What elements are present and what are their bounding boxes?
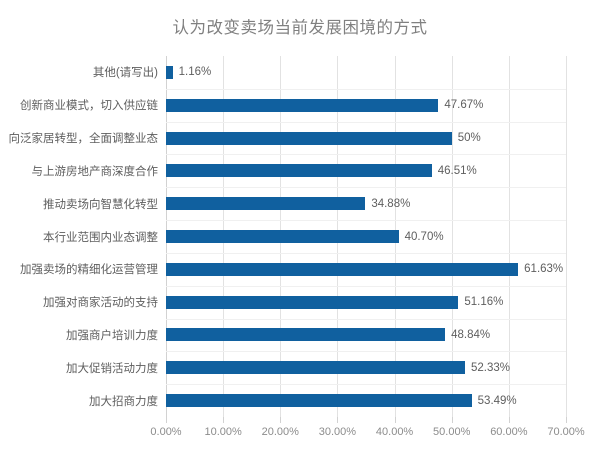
x-axis-tick <box>508 417 510 423</box>
category-label: 加大招商力度 <box>89 395 158 408</box>
bar-value-label: 34.88% <box>371 197 411 210</box>
bar-row[interactable]: 1.16% <box>166 65 566 79</box>
bar-row[interactable]: 53.49% <box>166 394 566 408</box>
x-axis-tick <box>280 417 282 423</box>
x-axis-tick <box>337 417 339 423</box>
category-label: 加大促销活动力度 <box>66 362 158 375</box>
category-label: 其他(请写出) <box>92 67 158 80</box>
bar-value-label: 40.70% <box>404 230 444 243</box>
bar[interactable] <box>166 164 432 178</box>
gridline-horizontal <box>166 286 566 287</box>
x-axis: 0.00% 10.00% 20.00% 30.00% 40.00% 50.00% 60.00… <box>150 417 585 451</box>
plot-area: 1.16% 47.67% 50% 46.51% 34.88% 40.70% 61.63% 51… <box>166 56 567 417</box>
x-axis-tick <box>166 417 167 423</box>
bar-row[interactable]: 50% <box>166 131 566 145</box>
bar-row[interactable]: 51.16% <box>166 295 566 309</box>
x-axis-tick <box>566 417 567 423</box>
gridline-horizontal <box>166 122 566 123</box>
category-label: 加强对商家活动的支持 <box>43 297 158 310</box>
gridline-horizontal <box>166 351 566 352</box>
category-label: 创新商业模式，切入供应链 <box>20 100 158 113</box>
bar-value-label: 1.16% <box>178 66 212 79</box>
gridline-vertical <box>566 56 567 417</box>
gridline-horizontal <box>166 384 566 385</box>
x-axis-tick <box>451 417 453 423</box>
gridline-horizontal <box>166 253 566 254</box>
bar[interactable] <box>166 361 466 375</box>
bar[interactable] <box>166 98 439 112</box>
x-axis-tick-label: 30.00% <box>318 426 357 438</box>
category-label: 本行业范围内业态调整 <box>43 231 158 244</box>
bar[interactable] <box>166 328 446 342</box>
category-axis: 其他(请写出) 创新商业模式，切入供应链向泛家居转型，全面调整业态与上游房地产商深… <box>0 56 166 417</box>
bar[interactable] <box>166 230 399 243</box>
bar-row[interactable]: 52.33% <box>166 361 566 375</box>
bar-value-label: 61.63% <box>524 263 564 276</box>
category-label: 向泛家居转型，全面调整业态 <box>8 133 159 146</box>
chart-title: 认为改变卖场当前发展困境的方式 <box>172 19 428 37</box>
gridline-horizontal <box>166 89 566 90</box>
gridline-horizontal <box>166 187 566 188</box>
bar[interactable] <box>166 262 519 276</box>
bar-row[interactable]: 48.84% <box>166 328 566 342</box>
x-axis-tick-label: 0.00% <box>150 426 182 438</box>
category-label: 加强商户培训力度 <box>66 329 158 342</box>
gridline-horizontal <box>166 220 566 221</box>
bar-value-label: 46.51% <box>437 164 477 177</box>
bar-row[interactable]: 61.63% <box>166 262 566 276</box>
bar-value-label: 50% <box>457 132 481 145</box>
bar[interactable] <box>166 197 366 211</box>
category-label: 加强卖场的精细化运营管理 <box>20 264 158 277</box>
bar-row[interactable]: 40.70% <box>166 230 566 243</box>
category-label: 与上游房地产商深度合作 <box>31 165 159 178</box>
x-axis-tick-label: 70.00% <box>547 426 585 438</box>
gridline-vertical <box>508 56 510 417</box>
category-label: 推动卖场向智慧化转型 <box>43 198 158 211</box>
bar-value-label: 47.67% <box>444 99 484 112</box>
x-axis-tick-label: 40.00% <box>375 426 414 438</box>
gridline-horizontal <box>166 154 566 155</box>
bar[interactable] <box>166 131 452 145</box>
x-axis-tick-label: 20.00% <box>261 426 299 438</box>
bar-value-label: 52.33% <box>471 361 511 374</box>
x-axis-tick <box>394 417 396 423</box>
bar[interactable] <box>166 394 472 408</box>
bar-value-label: 53.49% <box>477 394 517 407</box>
bar[interactable] <box>166 65 173 79</box>
bar-value-label: 48.84% <box>451 328 491 341</box>
bar[interactable] <box>166 295 459 309</box>
gridline-vertical <box>451 56 453 417</box>
bar-value-label: 51.16% <box>464 296 504 309</box>
x-axis-tick-label: 10.00% <box>204 426 242 438</box>
x-axis-tick <box>223 417 225 423</box>
x-axis-tick-label: 60.00% <box>490 426 528 438</box>
gridline-horizontal <box>166 319 566 320</box>
x-axis-tick-label: 50.00% <box>433 426 471 438</box>
bar-row[interactable]: 34.88% <box>166 197 566 211</box>
bar-row[interactable]: 46.51% <box>166 164 566 178</box>
bar-row[interactable]: 47.67% <box>166 98 566 112</box>
